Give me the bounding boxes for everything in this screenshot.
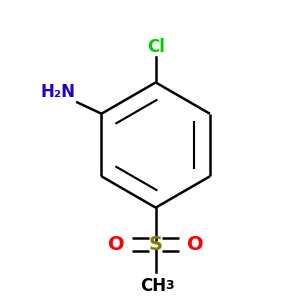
Text: CH: CH bbox=[140, 277, 166, 295]
Text: Cl: Cl bbox=[147, 38, 165, 56]
Text: S: S bbox=[149, 235, 163, 254]
Text: O: O bbox=[108, 235, 124, 254]
Text: H₂N: H₂N bbox=[41, 83, 76, 101]
Text: 3: 3 bbox=[165, 279, 174, 292]
Text: O: O bbox=[187, 235, 204, 254]
